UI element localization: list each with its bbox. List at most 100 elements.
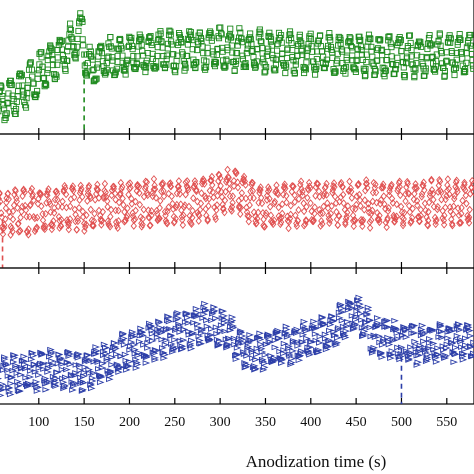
data-point: [443, 341, 452, 348]
data-point: [229, 192, 236, 201]
data-point: [44, 369, 52, 375]
data-point: [141, 352, 149, 359]
data-point: [211, 58, 218, 65]
data-point: [104, 217, 112, 226]
data-point: [350, 222, 357, 231]
data-point: [448, 215, 455, 224]
data-point: [196, 211, 203, 220]
data-point: [418, 43, 425, 50]
data-point: [420, 331, 428, 337]
data-point: [184, 320, 193, 326]
data-point: [100, 63, 107, 70]
data-point: [242, 60, 249, 67]
data-point: [217, 174, 224, 183]
data-point: [20, 185, 27, 194]
data-point: [280, 347, 288, 353]
data-point: [78, 388, 87, 394]
data-point: [311, 203, 318, 212]
data-point: [119, 330, 128, 337]
data-point: [356, 310, 365, 317]
data-point: [40, 366, 48, 372]
data-point: [202, 307, 210, 313]
data-point: [38, 54, 45, 61]
data-point: [188, 331, 197, 338]
data-point: [93, 64, 101, 71]
data-point: [295, 353, 304, 360]
data-point: [117, 189, 124, 198]
data-point: [5, 195, 12, 203]
data-point: [457, 36, 464, 43]
data-point: [60, 57, 67, 64]
data-point: [332, 68, 339, 75]
data-point: [17, 213, 24, 222]
data-point: [0, 190, 3, 198]
data-point: [357, 202, 364, 210]
data-point: [193, 59, 200, 66]
data-point: [394, 336, 402, 342]
data-point: [0, 377, 3, 380]
data-point: [8, 82, 15, 89]
data-point: [64, 48, 71, 55]
data-point: [223, 57, 230, 64]
data-point: [367, 36, 374, 43]
data-point: [347, 184, 354, 193]
data-point: [62, 184, 69, 193]
data-point: [273, 329, 282, 336]
data-point: [423, 356, 432, 363]
data-point: [256, 26, 263, 33]
data-point: [354, 297, 363, 304]
data-point: [402, 190, 409, 199]
data-point: [282, 323, 291, 330]
data-point: [325, 337, 334, 344]
data-point: [310, 318, 318, 325]
data-point: [106, 376, 114, 383]
data-point: [467, 344, 474, 350]
data-point: [323, 179, 330, 188]
data-point: [93, 75, 100, 82]
data-point: [369, 53, 376, 60]
data-point: [271, 344, 280, 351]
data-point: [439, 214, 446, 222]
data-point: [32, 378, 41, 385]
data-point: [172, 316, 181, 323]
data-point: [155, 318, 163, 325]
data-point: [92, 351, 101, 357]
data-point: [260, 215, 267, 224]
data-point: [182, 178, 190, 187]
data-point: [224, 44, 231, 51]
data-point: [184, 52, 191, 60]
data-point: [372, 180, 379, 189]
data-point: [388, 44, 395, 51]
data-point: [304, 193, 311, 202]
data-point: [352, 216, 359, 225]
data-point: [404, 44, 411, 52]
data-point: [321, 331, 330, 338]
data-point: [93, 357, 102, 364]
data-point: [175, 323, 184, 330]
data-point: [271, 355, 279, 362]
data-point: [348, 312, 357, 319]
data-point: [238, 35, 245, 42]
data-point: [451, 66, 458, 73]
data-point: [376, 36, 383, 43]
data-point: [156, 328, 165, 335]
data-point: [265, 334, 273, 340]
data-point: [282, 184, 289, 193]
data-point: [436, 175, 443, 184]
data-point: [215, 186, 222, 195]
data-point: [212, 59, 220, 66]
data-point: [10, 201, 18, 210]
data-point: [437, 323, 445, 329]
data-point: [378, 354, 387, 361]
data-point: [12, 187, 19, 196]
data-point: [348, 194, 356, 202]
data-point: [453, 185, 461, 193]
data-point: [146, 213, 153, 222]
data-point: [17, 371, 25, 378]
data-point: [262, 209, 270, 218]
data-point: [182, 60, 189, 67]
data-point: [343, 212, 350, 221]
data-point: [34, 70, 41, 77]
data-point: [191, 312, 200, 318]
data-point: [319, 319, 327, 326]
